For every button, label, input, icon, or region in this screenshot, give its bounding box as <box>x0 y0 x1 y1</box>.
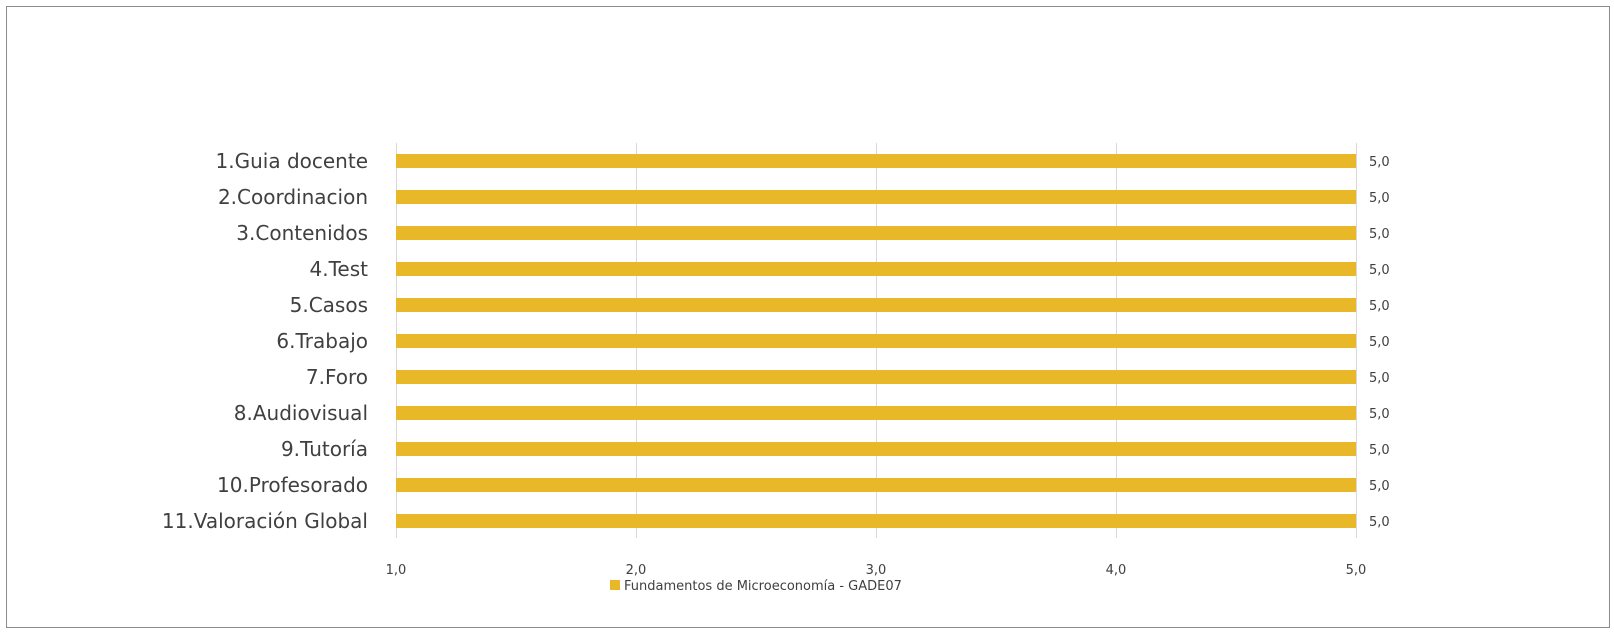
data-label: 5,0 <box>1369 335 1390 350</box>
x-tick-label: 3,0 <box>866 563 887 578</box>
category-label: 7.Foro <box>306 365 368 389</box>
data-label: 5,0 <box>1369 371 1390 386</box>
bar <box>396 226 1356 240</box>
category-label: 8.Audiovisual <box>234 401 368 425</box>
bar <box>396 442 1356 456</box>
category-label: 6.Trabajo <box>276 329 368 353</box>
category-label: 9.Tutoría <box>281 437 368 461</box>
category-label: 4.Test <box>310 257 369 281</box>
legend-label: Fundamentos de Microeconomía - GADE07 <box>624 579 902 594</box>
bar <box>396 262 1356 276</box>
x-tick-label: 4,0 <box>1106 563 1127 578</box>
data-label: 5,0 <box>1369 227 1390 242</box>
x-tick-label: 5,0 <box>1346 563 1367 578</box>
bar <box>396 154 1356 168</box>
data-label: 5,0 <box>1369 263 1390 278</box>
bar <box>396 190 1356 204</box>
x-tick-label: 1,0 <box>386 563 407 578</box>
category-label: 11.Valoración Global <box>162 509 368 533</box>
data-label: 5,0 <box>1369 443 1390 458</box>
x-tick-label: 2,0 <box>626 563 647 578</box>
category-label: 10.Profesorado <box>217 473 368 497</box>
bar <box>396 298 1356 312</box>
bar <box>396 406 1356 420</box>
data-label: 5,0 <box>1369 299 1390 314</box>
data-label: 5,0 <box>1369 515 1390 530</box>
legend-swatch <box>610 580 620 590</box>
bar <box>396 478 1356 492</box>
data-label: 5,0 <box>1369 191 1390 206</box>
data-label: 5,0 <box>1369 479 1390 494</box>
category-label: 2.Coordinacion <box>218 185 368 209</box>
bar <box>396 334 1356 348</box>
bar <box>396 370 1356 384</box>
category-label: 3.Contenidos <box>236 221 368 245</box>
bar <box>396 514 1356 528</box>
category-label: 1.Guia docente <box>216 149 368 173</box>
category-label: 5.Casos <box>290 293 368 317</box>
data-label: 5,0 <box>1369 407 1390 422</box>
data-label: 5,0 <box>1369 155 1390 170</box>
